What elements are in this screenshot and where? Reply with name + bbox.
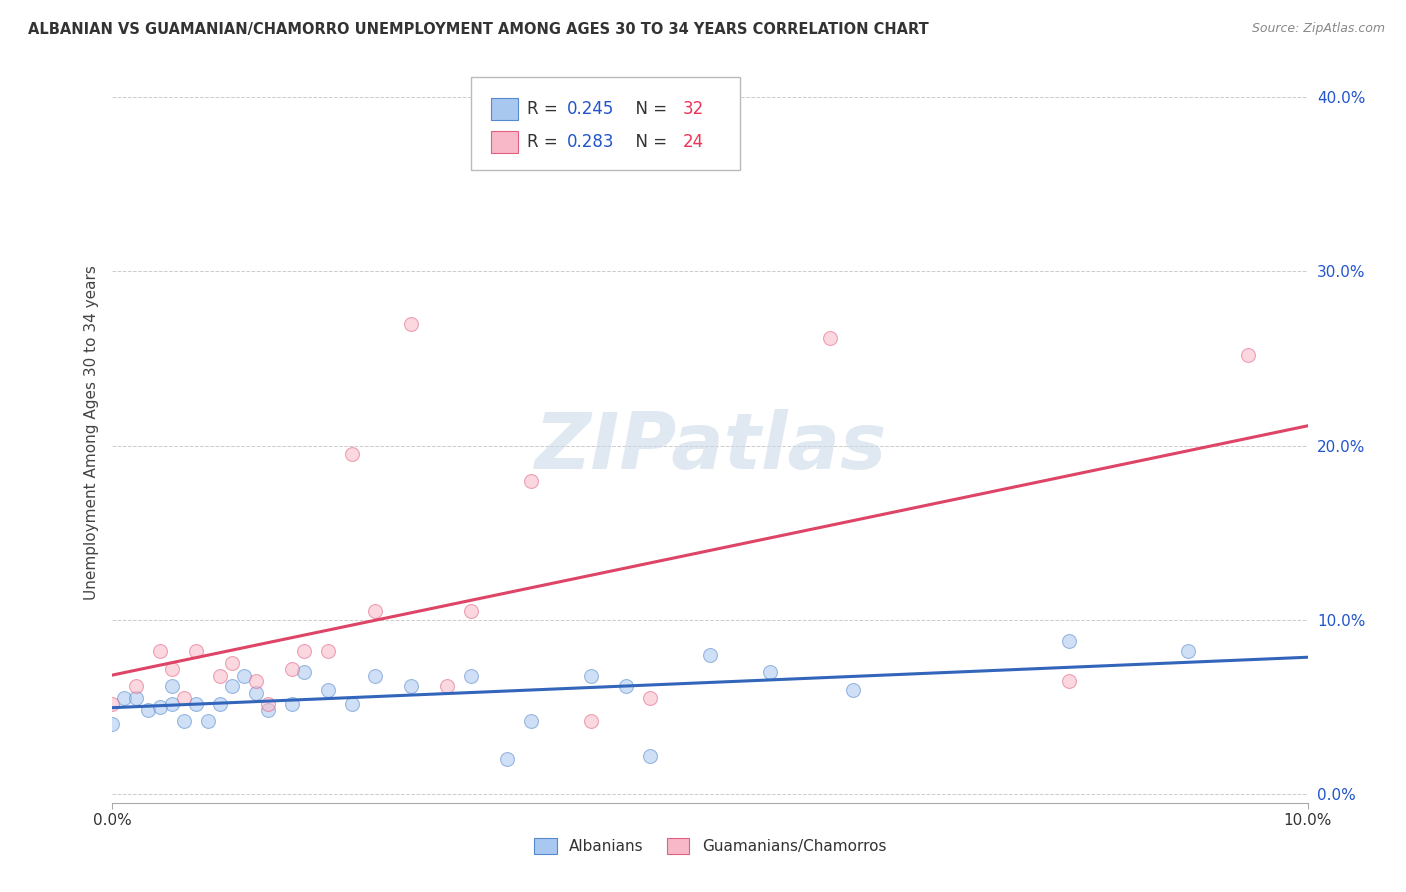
Point [257,697,280,711]
Point [292,665,315,680]
Text: 24: 24 [682,133,703,151]
FancyBboxPatch shape [491,130,517,153]
Point [125,679,148,693]
Text: 0.283: 0.283 [567,133,614,151]
Point [616,679,638,693]
Point [1237,348,1260,362]
Point [401,679,423,693]
Point [640,748,662,763]
Point [281,697,304,711]
Point [138,703,160,717]
Text: 32: 32 [682,100,704,118]
Legend: Albanians, Guamanians/Chamorros: Albanians, Guamanians/Chamorros [526,830,894,862]
Point [149,644,172,658]
Point [401,317,423,331]
Point [245,686,267,700]
Point [281,662,304,676]
Point [221,657,243,671]
Point [460,668,482,682]
Point [186,644,208,658]
Point [257,703,280,717]
Point [292,644,315,658]
Point [364,668,387,682]
Point [173,691,195,706]
Point [233,668,256,682]
Point [316,644,339,658]
FancyBboxPatch shape [471,78,740,169]
Text: 0.245: 0.245 [567,100,614,118]
FancyBboxPatch shape [491,98,517,120]
Point [520,714,543,728]
Point [114,691,135,706]
Point [197,714,219,728]
Point [173,714,195,728]
Point [579,668,602,682]
Point [436,679,458,693]
Point [340,447,363,461]
Point [1057,673,1080,688]
Y-axis label: Unemployment Among Ages 30 to 34 years: Unemployment Among Ages 30 to 34 years [83,265,98,600]
Point [496,752,519,766]
Point [209,697,232,711]
Text: R =: R = [527,133,564,151]
Point [101,717,124,731]
Point [101,697,124,711]
Point [340,697,363,711]
Text: ALBANIAN VS GUAMANIAN/CHAMORRO UNEMPLOYMENT AMONG AGES 30 TO 34 YEARS CORRELATIO: ALBANIAN VS GUAMANIAN/CHAMORRO UNEMPLOYM… [28,22,929,37]
Point [245,673,267,688]
Point [842,682,865,697]
Point [818,331,841,345]
Point [460,604,482,618]
Point [125,691,148,706]
Point [520,474,543,488]
Point [1177,644,1199,658]
Point [1057,633,1080,648]
Text: Source: ZipAtlas.com: Source: ZipAtlas.com [1251,22,1385,36]
Point [316,682,339,697]
Point [209,668,232,682]
Point [149,700,172,714]
Text: R =: R = [527,100,564,118]
Text: N =: N = [626,100,672,118]
Point [640,691,662,706]
Point [162,662,183,676]
Point [221,679,243,693]
Point [186,697,208,711]
Text: N =: N = [626,133,672,151]
Point [699,648,721,662]
Point [759,665,782,680]
Point [162,679,183,693]
Text: ZIPatlas: ZIPatlas [534,409,886,485]
Point [364,604,387,618]
Point [579,714,602,728]
Point [162,697,183,711]
